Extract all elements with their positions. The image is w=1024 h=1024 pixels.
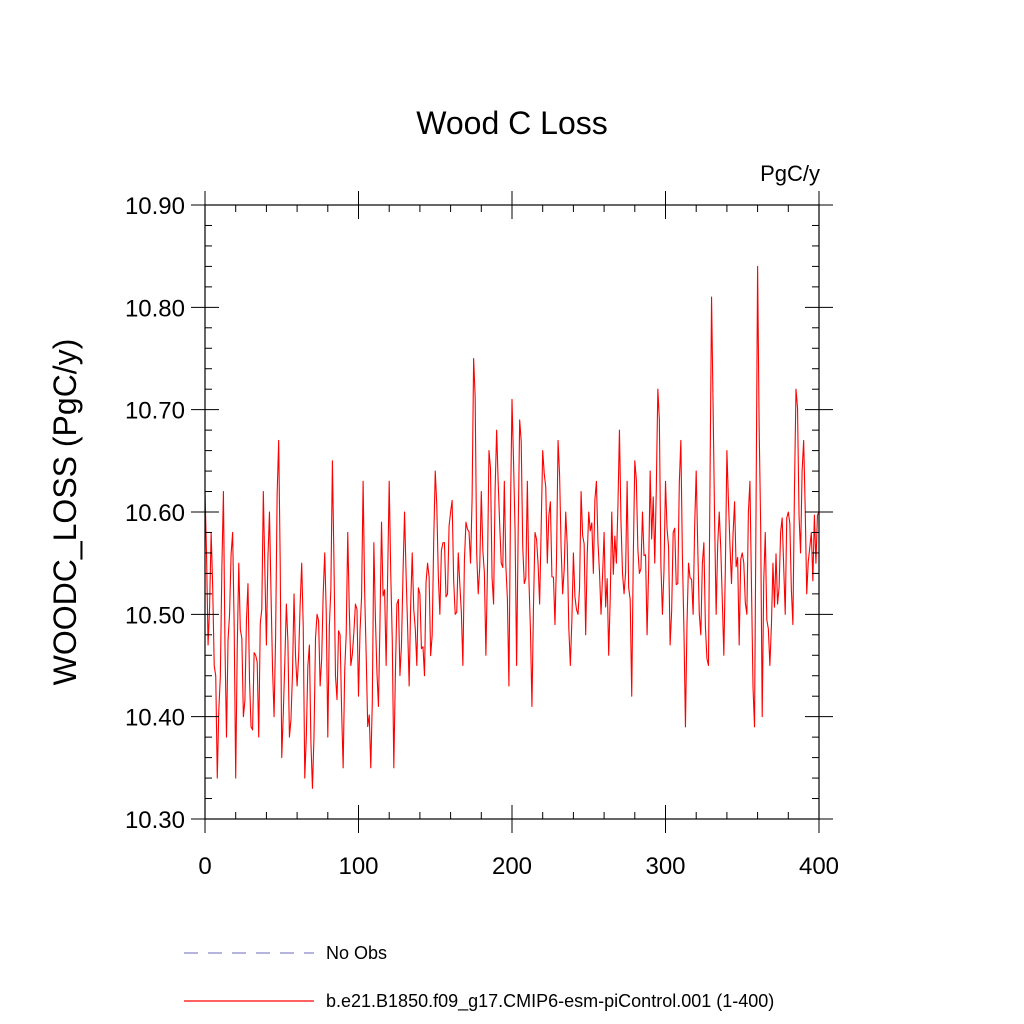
x-tick-label: 100 <box>338 853 378 880</box>
y-tick-label: 10.50 <box>125 602 185 629</box>
chart-title: Wood C Loss <box>416 105 608 141</box>
y-tick-label: 10.60 <box>125 500 185 527</box>
y-tick-label: 10.40 <box>125 705 185 732</box>
y-tick-label: 10.90 <box>125 193 185 220</box>
plot-area: 0 100 200 300 400 10.30 10.40 10.50 10.60 10.70 10… <box>125 191 839 880</box>
x-tick-label: 400 <box>799 853 839 880</box>
legend-label-no-obs: No Obs <box>326 943 387 963</box>
legend-label-model: b.e21.B1850.f09_g17.CMIP6-esm-piControl.… <box>326 991 774 1012</box>
units-label: PgC/y <box>760 161 820 186</box>
x-tick-label: 200 <box>492 853 532 880</box>
x-tick-label: 0 <box>198 853 211 880</box>
y-tick-label: 10.30 <box>125 807 185 834</box>
legend: No Obs b.e21.B1850.f09_g17.CMIP6-esm-piC… <box>184 943 774 1012</box>
y-tick-label: 10.70 <box>125 398 185 425</box>
plot-frame <box>204 204 820 820</box>
y-tick-label: 10.80 <box>125 295 185 322</box>
series-line-0 <box>204 265 820 789</box>
y-axis-label: WOODC_LOSS (PgC/y) <box>47 339 83 686</box>
x-tick-label: 300 <box>645 853 685 880</box>
